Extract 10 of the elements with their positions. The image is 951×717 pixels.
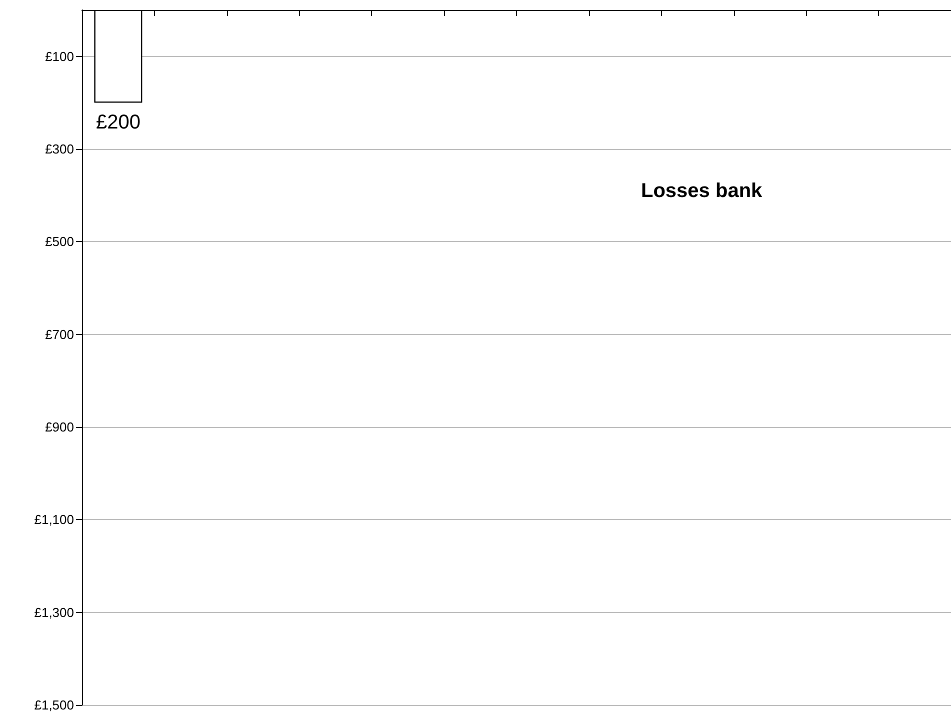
y-tick-label: £1,100	[34, 512, 74, 528]
text: Losses bank	[641, 180, 764, 202]
y-tick-label: £1,300	[34, 604, 74, 620]
y-tick-label: £500	[45, 234, 74, 250]
y-tick-label: £300	[45, 142, 74, 156]
y-tick-label: £900	[45, 420, 74, 434]
y-tick-label: £1,500	[34, 698, 74, 712]
y-tick-label: £700	[45, 326, 74, 342]
data-label: £200	[96, 112, 140, 134]
y-tick-label: £100	[45, 48, 74, 64]
